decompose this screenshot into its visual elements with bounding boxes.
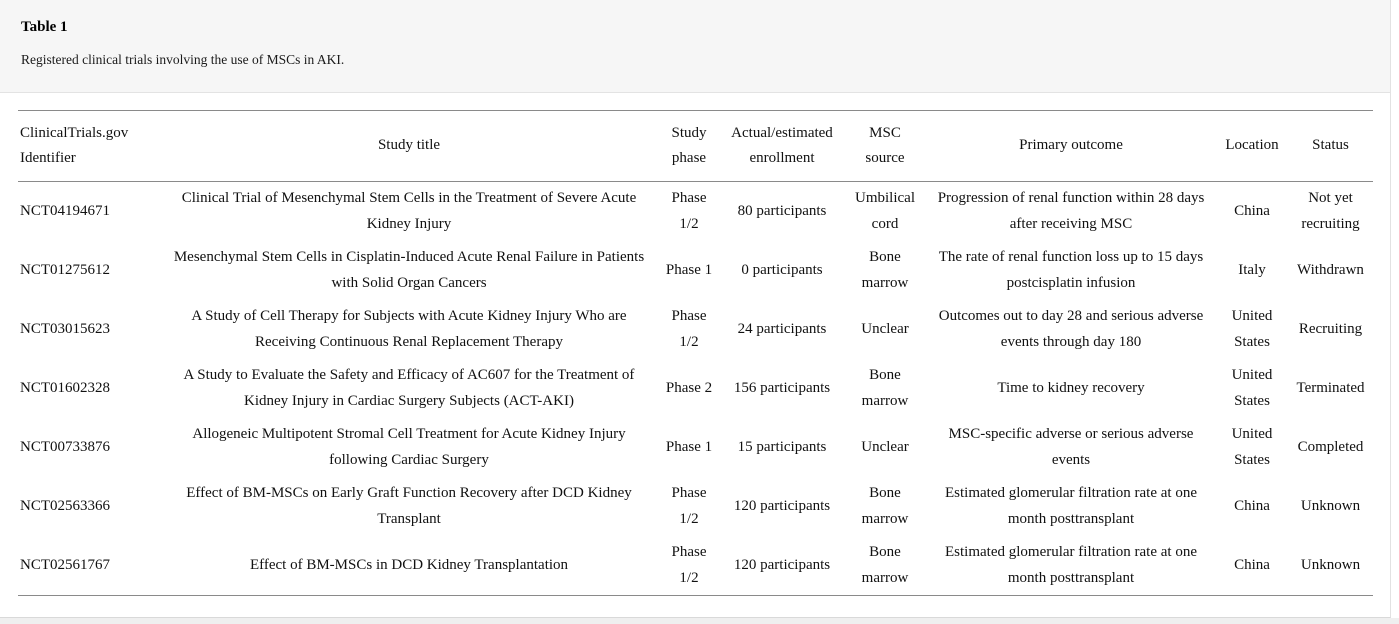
cell-study-title: Effect of BM-MSCs in DCD Kidney Transpla…: [249, 556, 569, 573]
cell-study-phase: Phase 2: [665, 379, 713, 396]
cell-study-title: Mesenchymal Stem Cells in Cisplatin-Indu…: [173, 249, 645, 291]
col-header-identifier: ClinicalTrials.gov Identifier: [20, 124, 129, 167]
table-caption: Registered clinical trials involving the…: [21, 52, 345, 67]
cell-study-title: A Study of Cell Therapy for Subjects wit…: [191, 308, 627, 350]
cell-location: United States: [1231, 426, 1273, 468]
table-title: Table 1: [21, 19, 68, 35]
table-row: NCT00733876 Allogeneic Multipotent Strom…: [18, 418, 1373, 477]
table-header-block: Table 1 Registered clinical trials invol…: [0, 0, 1390, 93]
cell-enrollment: 120 participants: [733, 497, 831, 514]
table-row: NCT04194671 Clinical Trial of Mesenchyma…: [18, 182, 1373, 242]
col-header-location: Location: [1225, 137, 1279, 154]
cell-identifier: NCT01602328: [20, 379, 110, 396]
cell-status: Withdrawn: [1297, 261, 1364, 278]
cell-enrollment: 120 participants: [733, 556, 831, 573]
cell-msc-source: Bone marrow: [861, 544, 909, 586]
col-header-study-title: Study title: [377, 137, 441, 154]
cell-study-phase: Phase 1/2: [671, 308, 707, 350]
cell-primary-outcome: Time to kidney recovery: [997, 379, 1145, 396]
cell-study-phase: Phase 1/2: [671, 190, 707, 232]
cell-status: Recruiting: [1298, 320, 1363, 337]
table-row: NCT02563366 Effect of BM-MSCs on Early G…: [18, 477, 1373, 536]
cell-study-phase: Phase 1/2: [671, 485, 707, 527]
cell-study-title: A Study to Evaluate the Safety and Effic…: [183, 367, 635, 409]
cell-enrollment: 15 participants: [737, 438, 827, 455]
cell-location: United States: [1231, 367, 1273, 409]
cell-location: United States: [1231, 308, 1273, 350]
table-container: ClinicalTrials.gov Identifier Study titl…: [0, 93, 1390, 596]
cell-identifier: NCT02563366: [20, 497, 110, 514]
cell-status: Terminated: [1296, 379, 1365, 396]
page-bottom-strip: [0, 618, 1399, 624]
col-header-enrollment: Actual/estimated enrollment: [731, 124, 833, 167]
table-row: NCT01275612 Mesenchymal Stem Cells in Ci…: [18, 241, 1373, 300]
cell-location: China: [1234, 497, 1270, 514]
cell-msc-source: Bone marrow: [861, 485, 909, 527]
cell-primary-outcome: Outcomes out to day 28 and serious adver…: [938, 308, 1204, 350]
cell-status: Unknown: [1300, 497, 1361, 514]
cell-location: China: [1234, 556, 1270, 573]
cell-msc-source: Umbilical cord: [855, 190, 915, 232]
cell-identifier: NCT02561767: [20, 556, 110, 573]
cell-primary-outcome: Estimated glomerular filtration rate at …: [945, 544, 1197, 586]
cell-enrollment: 80 participants: [737, 202, 827, 219]
cell-study-phase: Phase 1: [665, 438, 713, 455]
cell-msc-source: Bone marrow: [861, 249, 909, 291]
cell-identifier: NCT04194671: [20, 202, 110, 219]
col-header-primary-outcome: Primary outcome: [1019, 137, 1123, 154]
table-row: NCT03015623 A Study of Cell Therapy for …: [18, 300, 1373, 359]
cell-primary-outcome: Progression of renal function within 28 …: [937, 190, 1205, 232]
cell-status: Not yet recruiting: [1301, 190, 1360, 232]
table-row: NCT02561767 Effect of BM-MSCs in DCD Kid…: [18, 536, 1373, 596]
cell-enrollment: 24 participants: [737, 320, 827, 337]
cell-identifier: NCT03015623: [20, 320, 110, 337]
cell-status: Unknown: [1300, 556, 1361, 573]
cell-status: Completed: [1297, 438, 1364, 455]
cell-study-phase: Phase 1: [665, 261, 713, 278]
col-header-msc-source: MSC source: [865, 124, 905, 167]
col-header-study-phase: Study phase: [671, 124, 707, 167]
cell-study-title: Clinical Trial of Mesenchymal Stem Cells…: [181, 190, 637, 232]
cell-study-phase: Phase 1/2: [671, 544, 707, 586]
cell-enrollment: 0 participants: [741, 261, 823, 278]
cell-study-title: Effect of BM-MSCs on Early Graft Functio…: [186, 485, 632, 527]
table-row: NCT01602328 A Study to Evaluate the Safe…: [18, 359, 1373, 418]
cell-study-title: Allogeneic Multipotent Stromal Cell Trea…: [192, 426, 626, 468]
cell-location: China: [1234, 202, 1270, 219]
cell-enrollment: 156 participants: [733, 379, 831, 396]
cell-location: Italy: [1238, 261, 1266, 278]
cell-msc-source: Bone marrow: [861, 367, 909, 409]
cell-identifier: NCT00733876: [20, 438, 110, 455]
col-header-status: Status: [1312, 137, 1349, 154]
cell-primary-outcome: MSC-specific adverse or serious adverse …: [948, 426, 1194, 468]
clinical-trials-table: ClinicalTrials.gov Identifier Study titl…: [18, 110, 1373, 596]
cell-identifier: NCT01275612: [20, 261, 110, 278]
cell-msc-source: Unclear: [861, 438, 909, 455]
cell-msc-source: Unclear: [861, 320, 909, 337]
cell-primary-outcome: Estimated glomerular filtration rate at …: [945, 485, 1197, 527]
table-header-row: ClinicalTrials.gov Identifier Study titl…: [18, 111, 1373, 182]
cell-primary-outcome: The rate of renal function loss up to 15…: [938, 249, 1204, 291]
